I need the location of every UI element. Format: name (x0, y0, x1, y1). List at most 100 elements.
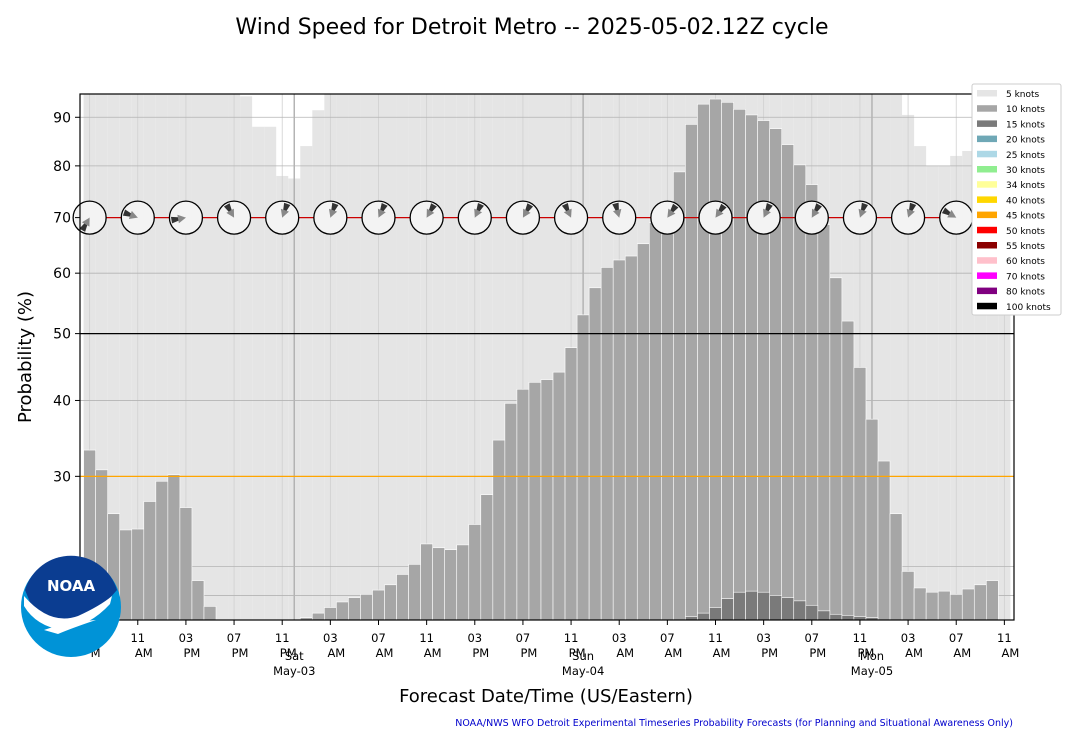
legend-swatch (977, 120, 997, 127)
bar-10-knots (865, 418, 879, 621)
wind-direction-wedge-light (667, 208, 676, 218)
wind-rose (794, 200, 829, 235)
x-tick-hour: 07 (516, 631, 531, 645)
legend-label: 15 knots (1006, 120, 1045, 130)
wind-rose (409, 200, 444, 235)
wind-rose (168, 200, 204, 235)
wind-rose (746, 200, 781, 235)
logo-wave (24, 596, 112, 630)
bar-10-knots (600, 267, 614, 621)
x-tick-hour: 03 (901, 631, 916, 645)
y-axis-ticks: 2030405060708090 (53, 110, 80, 575)
x-tick-hour: 07 (660, 631, 675, 645)
bar-10-knots (131, 528, 145, 621)
bar-10-knots (961, 588, 975, 621)
bar-10-knots (311, 612, 325, 621)
wind-direction-wedge-light (906, 208, 915, 218)
legend-label: 10 knots (1006, 105, 1045, 115)
bar-10-knots (119, 529, 133, 621)
bar-5-knots (312, 110, 325, 620)
bar-10-knots (877, 460, 891, 621)
noaa-logo: NOAA (21, 555, 121, 657)
wind-direction-wedge-light (426, 208, 435, 218)
bar-10-knots (745, 114, 758, 621)
wind-rose (842, 200, 878, 235)
bar-15-knots (817, 610, 831, 621)
x-axis-ticks: M11AM03PM07PM11PM03AM07AM11AM03PM07PM11P… (89, 620, 1019, 660)
bar-10-knots (564, 347, 578, 621)
logo-upper-shape (25, 555, 117, 622)
bar-5-knots (396, 94, 409, 620)
day-date: May-05 (851, 664, 893, 678)
bar-10-knots (624, 255, 638, 621)
wind-rose (265, 200, 300, 235)
x-tick-ampm: AM (135, 646, 153, 660)
wind-direction-wedge-light (715, 208, 724, 218)
legend-swatch (977, 226, 997, 234)
wind-direction-wedge-light (563, 208, 572, 218)
bar-10-knots (817, 224, 831, 621)
bar-10-knots (986, 580, 999, 621)
bar-5-knots (191, 94, 204, 620)
x-tick-hour: 11 (564, 631, 579, 645)
legend-label: 100 knots (1006, 303, 1051, 313)
x-tick-hour: 07 (949, 631, 964, 645)
wind-rose (602, 200, 637, 235)
bar-5-knots (300, 146, 313, 620)
bar-10-knots (384, 584, 397, 621)
x-tick-ampm: AM (664, 646, 682, 660)
wind-direction-wedge-light (763, 208, 771, 218)
bar-10-knots (480, 494, 494, 621)
bar-10-knots (348, 597, 361, 621)
day-name: Sat (285, 649, 304, 663)
bar-10-knots (757, 120, 770, 621)
bar-5-knots (456, 94, 469, 620)
bar-5-knots (348, 94, 361, 620)
bar-10-knots (516, 388, 530, 621)
x-tick-hour: 07 (371, 631, 386, 645)
bar-10-knots (685, 124, 698, 621)
legend-swatch (977, 287, 997, 295)
bar-15-knots (697, 612, 710, 621)
bar-10-knots (612, 259, 626, 621)
bar-5-knots (938, 165, 951, 620)
x-tick-ampm: AM (905, 646, 923, 660)
bar-10-knots (733, 108, 746, 621)
bar-5-knots (914, 146, 927, 620)
legend-label: 55 knots (1006, 242, 1045, 252)
legend-label: 45 knots (1006, 212, 1045, 222)
wind-rose (939, 200, 974, 235)
x-tick-ampm: PM (858, 646, 875, 660)
bar-15-knots (757, 591, 770, 621)
x-tick-ampm: AM (424, 646, 442, 660)
bar-5-knots (264, 126, 277, 621)
x-tick-ampm: AM (616, 646, 634, 660)
x-tick-hour: 11 (853, 631, 868, 645)
bar-10-knots (420, 543, 433, 621)
bar-5-knots (926, 165, 939, 620)
bar-10-knots (504, 402, 518, 621)
wind-direction-wedge-light (947, 209, 957, 218)
y-tick-label: 50 (53, 327, 71, 343)
bar-10-knots (649, 222, 662, 621)
bar-10-knots (781, 144, 795, 621)
legend: 5 knots 10 knots 15 knots 20 knots 25 knots 3… (971, 83, 1062, 316)
x-tick-ampm: PM (569, 646, 586, 660)
legend-swatch (977, 105, 997, 112)
x-tick-ampm: PM (809, 646, 826, 660)
bar-10-knots (901, 571, 915, 621)
credit-line: NOAA/NWS WFO Detroit Experimental Timese… (455, 718, 1013, 729)
bar-5-knots (336, 94, 349, 620)
wind-direction-wedge-light (811, 208, 820, 218)
wind-direction-wedge-light (81, 217, 90, 227)
x-tick-ampm: PM (232, 646, 249, 660)
bar-15-knots (829, 613, 843, 621)
bar-10-knots (709, 98, 722, 621)
bar-10-knots (492, 439, 506, 621)
bar-10-knots (143, 501, 157, 621)
x-tick-hour: 11 (997, 631, 1012, 645)
legend-swatch (977, 181, 997, 188)
day-name: Sun (572, 649, 594, 663)
x-tick-ampm: M (91, 646, 101, 660)
bar-15-knots (841, 615, 855, 621)
